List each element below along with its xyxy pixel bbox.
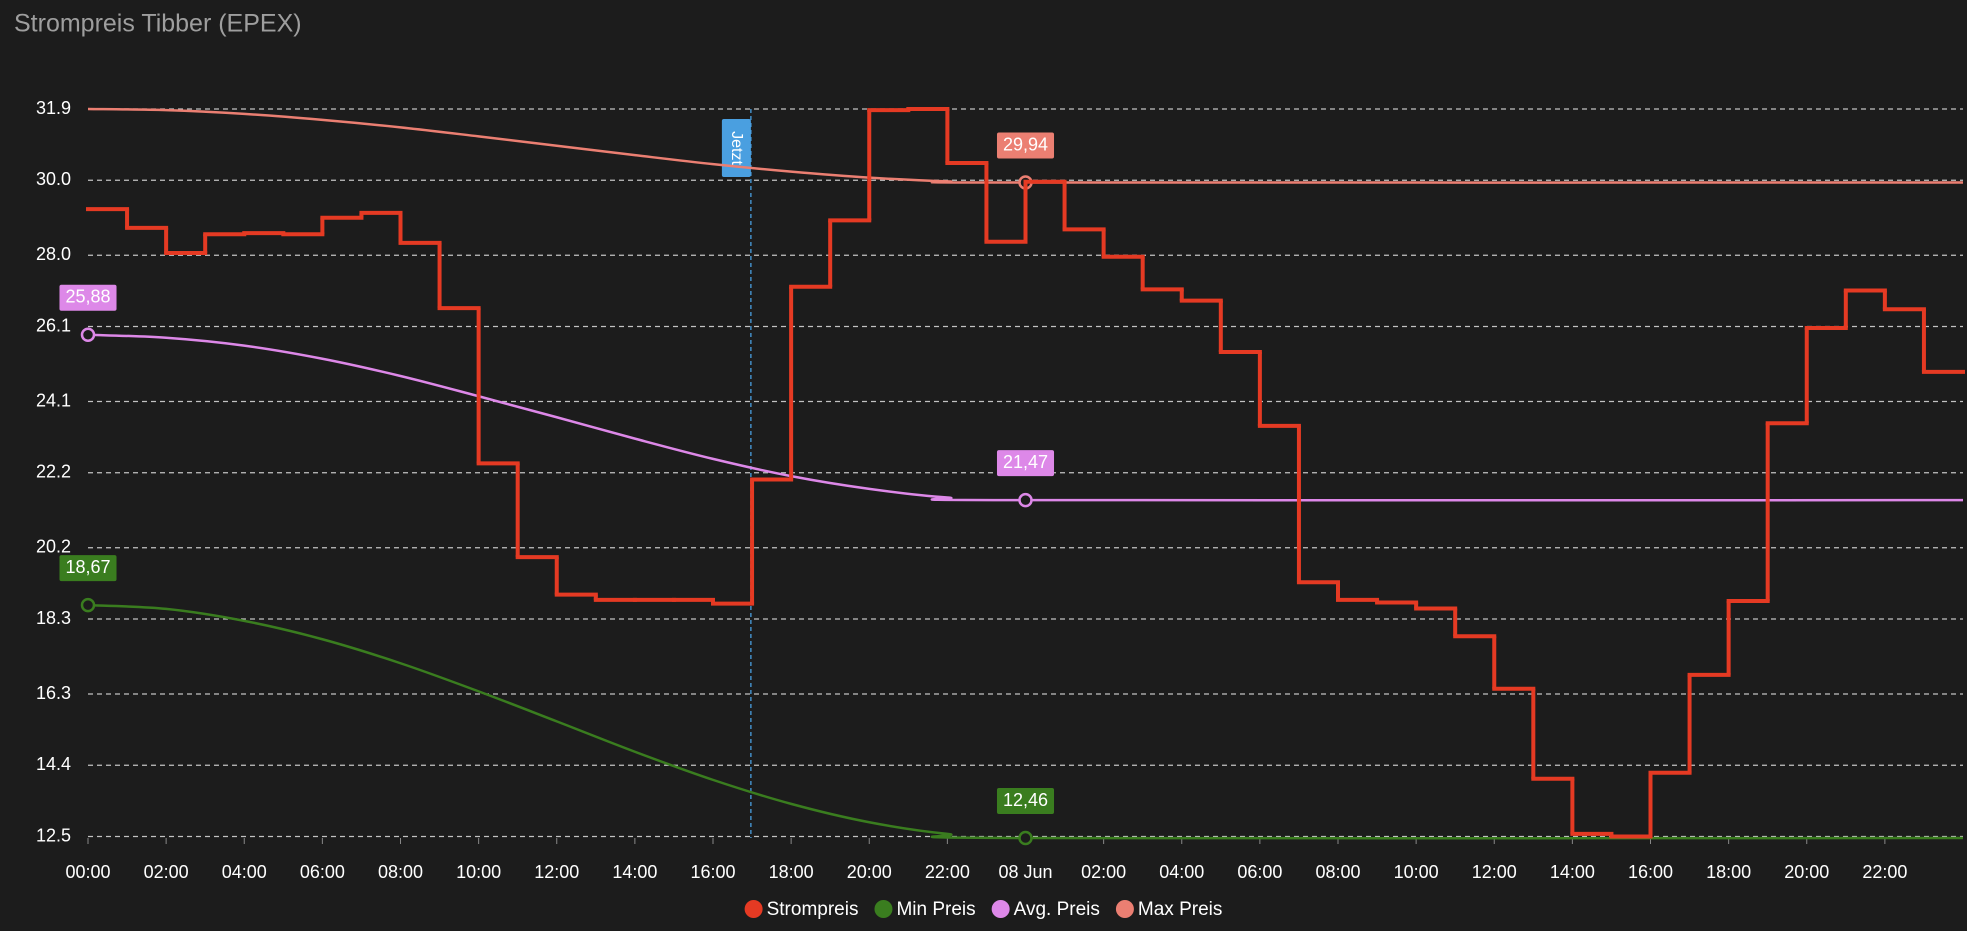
x-tick-label: 12:00 bbox=[534, 862, 579, 882]
value-label-text: 12,46 bbox=[1003, 790, 1048, 810]
value-label-text: 25,88 bbox=[65, 287, 110, 307]
x-tick-label: 16:00 bbox=[690, 862, 735, 882]
chart-title: Strompreis Tibber (EPEX) bbox=[14, 10, 302, 38]
legend-label: Max Preis bbox=[1138, 899, 1222, 920]
value-label-box bbox=[996, 450, 1055, 477]
x-tick-label: 22:00 bbox=[1862, 862, 1907, 882]
legend-label: Strompreis bbox=[767, 899, 859, 920]
y-tick-label: 28.0 bbox=[36, 244, 71, 264]
value-label-text: 18,67 bbox=[65, 557, 110, 577]
y-tick-label: 12.5 bbox=[36, 825, 71, 845]
y-tick-label: 18.3 bbox=[36, 608, 71, 628]
y-tick-label: 14.4 bbox=[36, 754, 71, 774]
x-tick-label: 18:00 bbox=[1706, 862, 1751, 882]
legend-item: Min Preis bbox=[874, 899, 976, 920]
legend-marker bbox=[744, 900, 763, 918]
value-label-box bbox=[59, 284, 117, 311]
value-label-text: 29,94 bbox=[1003, 134, 1048, 154]
legend-label: Avg. Preis bbox=[1014, 899, 1100, 920]
x-tick-label: 18:00 bbox=[769, 862, 814, 882]
x-tick-label: 12:00 bbox=[1472, 862, 1517, 882]
legend-marker bbox=[874, 900, 893, 918]
x-tick-label: 04:00 bbox=[1159, 862, 1204, 882]
x-tick-label: 06:00 bbox=[1237, 862, 1282, 882]
value-label: 12,46 bbox=[996, 788, 1055, 814]
legend-item: Avg. Preis bbox=[991, 899, 1100, 920]
value-label: 25,88 bbox=[59, 284, 117, 311]
y-tick-label: 26.1 bbox=[36, 315, 71, 335]
y-tick-label: 24.1 bbox=[36, 390, 71, 410]
y-tick-label: 30.0 bbox=[36, 169, 71, 189]
series-line bbox=[87, 333, 1964, 502]
x-tick-label: 06:00 bbox=[300, 862, 345, 882]
x-tick-label: 14:00 bbox=[1550, 862, 1595, 882]
value-label-box bbox=[996, 788, 1055, 814]
y-tick-label: 31.9 bbox=[36, 98, 71, 118]
value-label: 18,67 bbox=[59, 555, 117, 582]
legend-marker bbox=[991, 900, 1010, 918]
now-label-box bbox=[721, 119, 751, 177]
x-tick-label: 08 Jun bbox=[998, 862, 1052, 882]
value-label-box bbox=[996, 132, 1055, 159]
x-tick-label: 08:00 bbox=[378, 862, 423, 882]
x-tick-label: 00:00 bbox=[65, 862, 110, 882]
x-tick-label: 10:00 bbox=[456, 862, 501, 882]
legend-label: Min Preis bbox=[896, 899, 975, 920]
legend-item: Strompreis bbox=[744, 899, 859, 920]
legend-item: Max Preis bbox=[1115, 899, 1222, 920]
y-tick-label: 16.3 bbox=[36, 683, 71, 703]
value-label: 21,47 bbox=[996, 450, 1055, 477]
x-tick-label: 20:00 bbox=[847, 862, 892, 882]
x-tick-label: 22:00 bbox=[925, 862, 970, 882]
x-tick-label: 14:00 bbox=[612, 862, 657, 882]
x-tick-label: 04:00 bbox=[222, 862, 267, 882]
point-marker bbox=[80, 597, 96, 613]
y-tick-label: 20.2 bbox=[36, 537, 71, 557]
point-marker bbox=[80, 327, 96, 342]
x-tick-label: 02:00 bbox=[144, 862, 189, 882]
y-tick-label: 22.2 bbox=[36, 462, 71, 482]
x-tick-label: 20:00 bbox=[1784, 862, 1829, 882]
value-label-box bbox=[59, 555, 117, 582]
value-label: 29,94 bbox=[996, 132, 1055, 159]
value-label-text: 21,47 bbox=[1003, 452, 1048, 472]
x-tick-label: 10:00 bbox=[1394, 862, 1439, 882]
legend-marker bbox=[1115, 900, 1134, 918]
x-tick-label: 08:00 bbox=[1315, 862, 1360, 882]
x-tick-label: 16:00 bbox=[1628, 862, 1673, 882]
series-line bbox=[87, 107, 1964, 184]
point-marker bbox=[1018, 492, 1033, 508]
step-connector bbox=[125, 109, 1926, 837]
x-tick-label: 02:00 bbox=[1081, 862, 1126, 882]
series-line bbox=[87, 603, 1964, 840]
point-marker bbox=[1018, 830, 1033, 846]
now-label: Jetzt bbox=[728, 131, 745, 165]
